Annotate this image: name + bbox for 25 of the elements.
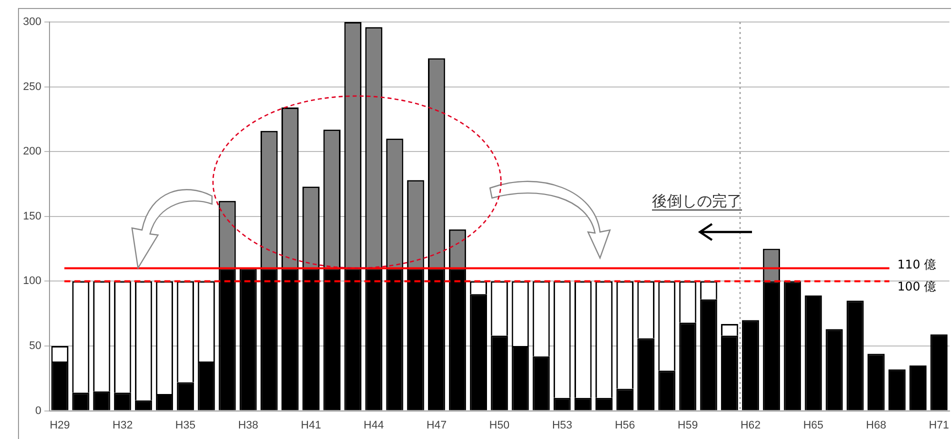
x-tick-label: H53 bbox=[552, 419, 572, 432]
ref-line-label: 110 億 bbox=[897, 257, 936, 272]
y-tick-label: 150 bbox=[22, 210, 42, 222]
y-tick-label: 250 bbox=[22, 80, 42, 93]
x-tick-label: H44 bbox=[364, 419, 384, 432]
x-tick-label: H32 bbox=[112, 419, 133, 432]
y-tick-label: 200 bbox=[22, 146, 42, 158]
x-tick-label: H47 bbox=[426, 419, 447, 432]
y-tick-label: 0 bbox=[35, 404, 42, 417]
x-tick-label: H35 bbox=[175, 419, 196, 432]
x-tick-label: H50 bbox=[489, 419, 510, 432]
x-tick-label: H68 bbox=[866, 419, 886, 432]
ref-line-label: 100 億 bbox=[897, 279, 936, 294]
x-tick-label: H38 bbox=[238, 419, 258, 432]
annotation: 後倒しの完了 bbox=[652, 192, 742, 210]
x-tick-label: H29 bbox=[50, 419, 70, 432]
x-tick-label: H71 bbox=[928, 419, 950, 432]
x-tick-label: H62 bbox=[740, 419, 761, 432]
x-tick-label: H56 bbox=[614, 419, 636, 432]
x-tick-label: H59 bbox=[678, 419, 698, 432]
x-tick-label: H41 bbox=[300, 419, 322, 432]
x-tick-label: H65 bbox=[803, 419, 824, 432]
y-tick-label: 100 bbox=[22, 275, 42, 288]
y-tick-label: 300 bbox=[22, 16, 42, 28]
y-tick-label: 50 bbox=[29, 340, 42, 352]
